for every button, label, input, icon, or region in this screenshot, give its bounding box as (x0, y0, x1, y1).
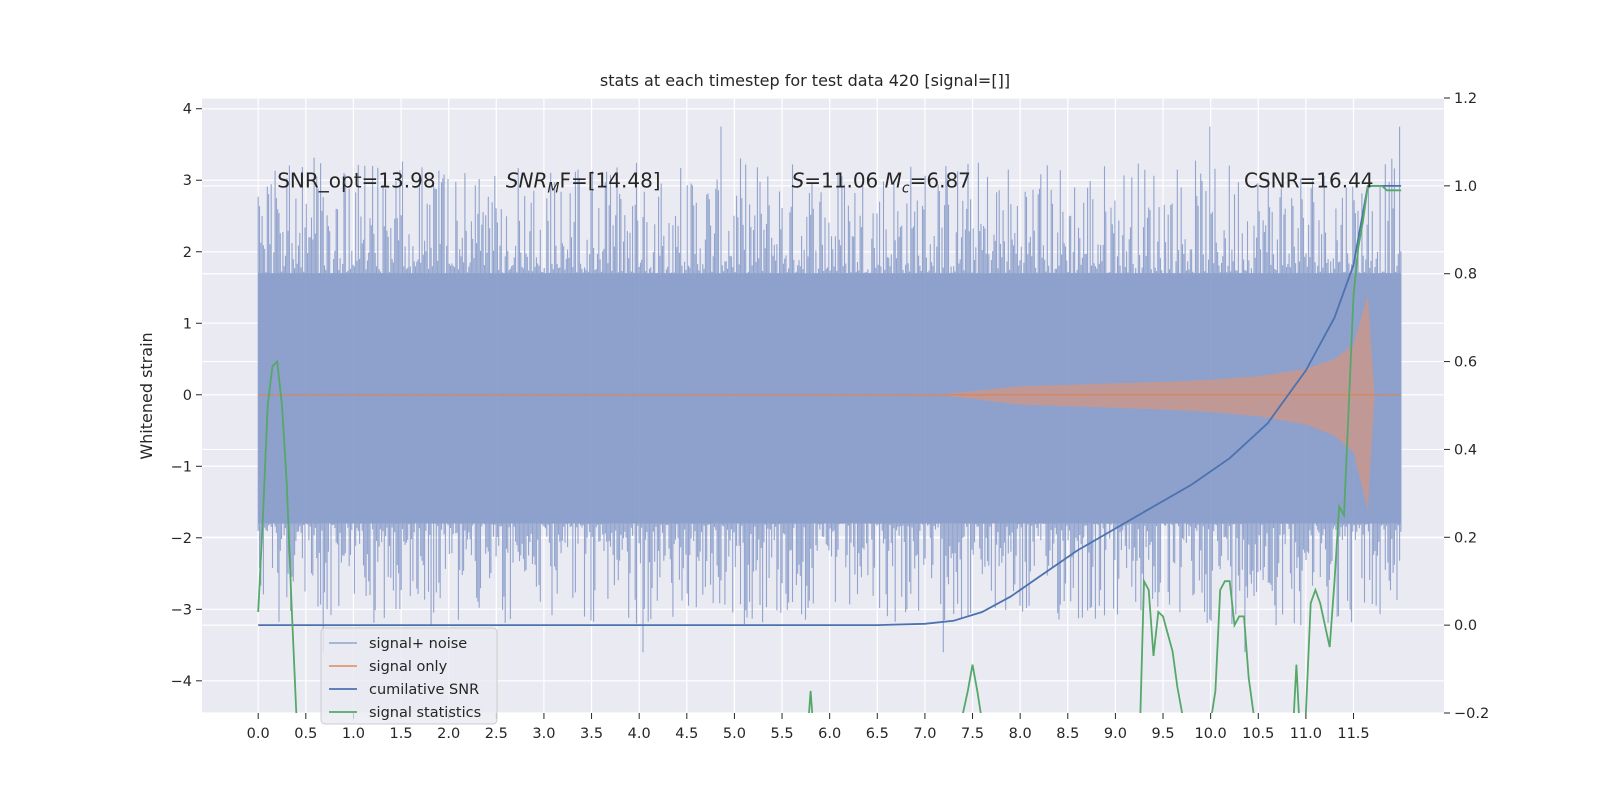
x-tick-label: 2.5 (485, 726, 508, 742)
y2-tick-label: 1.2 (1454, 91, 1477, 107)
y-axis-label: Whitened strain (137, 332, 156, 459)
x-tick-label: 2.0 (437, 726, 460, 742)
x-tick-label: 3.5 (580, 726, 603, 742)
y2-tick-label: 0.0 (1454, 618, 1477, 634)
x-tick-label: 8.5 (1056, 726, 1079, 742)
x-tick-label: 6.5 (866, 726, 889, 742)
annotation-snr-mf: SNRMF=[14.48] (506, 168, 661, 196)
x-tick-label: 4.5 (675, 726, 698, 742)
legend-label: cumilative SNR (369, 682, 479, 698)
y-tick-label: −3 (171, 602, 192, 618)
annotation-csnr: CSNR=16.44 (1244, 168, 1374, 192)
x-tick-label: 4.0 (628, 726, 651, 742)
x-tick-label: 11.0 (1290, 726, 1322, 742)
x-tick-label: 0.5 (294, 726, 317, 742)
x-tick-label: 10.5 (1242, 726, 1274, 742)
x-tick-label: 5.5 (771, 726, 794, 742)
x-tick-label: 11.5 (1337, 726, 1369, 742)
cumulative-snr-line (258, 185, 1402, 626)
x-tick-label: 1.0 (342, 726, 365, 742)
x-tick-label: 7.0 (913, 726, 936, 742)
x-tick-label: 3.0 (532, 726, 555, 742)
annotation-s-mc: S=11.06 Mc=6.87 (792, 168, 971, 196)
legend-box (320, 627, 498, 725)
y2-tick-label: 0.4 (1454, 442, 1477, 458)
x-tick-label: 5.0 (723, 726, 746, 742)
y-tick-label: 1 (183, 316, 192, 332)
x-tick-label: 10.0 (1195, 726, 1227, 742)
y-tick-label: 0 (183, 388, 192, 404)
y2-tick-label: 0.6 (1454, 355, 1477, 371)
x-tick-label: 7.5 (961, 726, 984, 742)
legend-label: signal only (369, 659, 448, 675)
y-tick-label: −2 (171, 531, 192, 547)
y2-tick-label: −0.2 (1454, 706, 1489, 722)
y2-tick-label: 0.8 (1454, 267, 1477, 283)
legend-label: signal+ noise (369, 636, 467, 652)
chirp-signal (258, 294, 1402, 510)
chart-title: stats at each timestep for test data 420… (600, 71, 1010, 90)
legend-label: signal statistics (369, 705, 481, 721)
chirp-envelope (258, 294, 1402, 510)
x-tick-label: 1.5 (390, 726, 413, 742)
legend: signal+ noise signal only cumilative SNR si… (320, 627, 498, 725)
x-tick-label: 9.5 (1151, 726, 1174, 742)
annotation-snr-opt: SNR_opt=13.98 (277, 168, 435, 192)
y-tick-label: 4 (183, 102, 192, 118)
x-tick-label: 9.0 (1104, 726, 1127, 742)
axes: 0.0 0.5 1.0 1.5 2.0 2.5 3.0 3.5 4.0 4.5 5.0 5.5 6.0 6… (171, 91, 1490, 742)
annotations: SNR_opt=13.98 SNRMF=[14.48] S=11.06 Mc=6.8… (277, 168, 1373, 196)
y2-tick-label: 1.0 (1454, 179, 1477, 195)
signal-statistics-line (257, 185, 1402, 713)
y-tick-label: −1 (171, 459, 192, 475)
y-tick-label: 2 (183, 245, 192, 261)
x-tick-label: 6.0 (818, 726, 841, 742)
x-tick-label: 0.0 (247, 726, 270, 742)
y-tick-label: 3 (183, 173, 192, 189)
y-tick-label: −4 (171, 674, 192, 690)
x-tick-label: 8.0 (1009, 726, 1032, 742)
series-lines (257, 185, 1402, 713)
y2-tick-label: 0.2 (1454, 530, 1477, 546)
